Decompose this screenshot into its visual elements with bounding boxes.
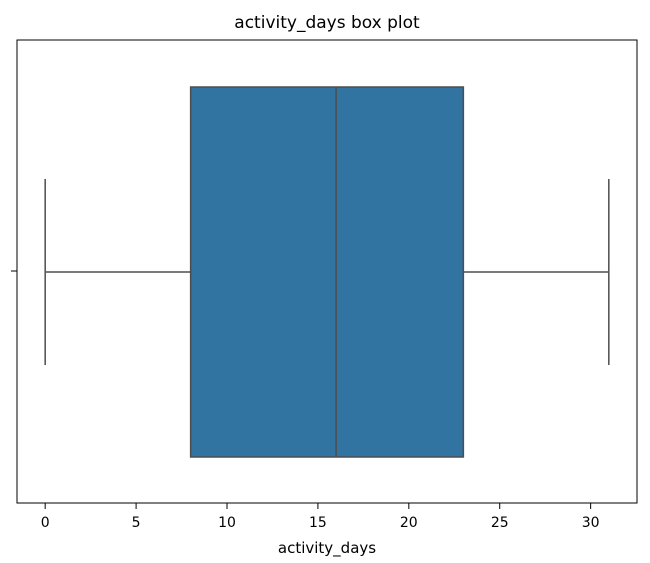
iqr-box [189,86,465,458]
x-tick-label: 20 [400,515,418,531]
x-tick-label: 0 [41,515,50,531]
x-tick-label: 10 [218,515,236,531]
x-tick-label: 30 [582,515,600,531]
box-plot-series [44,86,610,458]
x-tick-label: 15 [309,515,327,531]
x-tick-label: 5 [132,515,141,531]
chart-title: activity_days box plot [234,13,420,33]
x-tick-label: 25 [491,515,509,531]
x-axis-ticks: 0 5 10 15 20 25 30 [41,503,600,531]
x-axis-label: activity_days [278,539,376,558]
